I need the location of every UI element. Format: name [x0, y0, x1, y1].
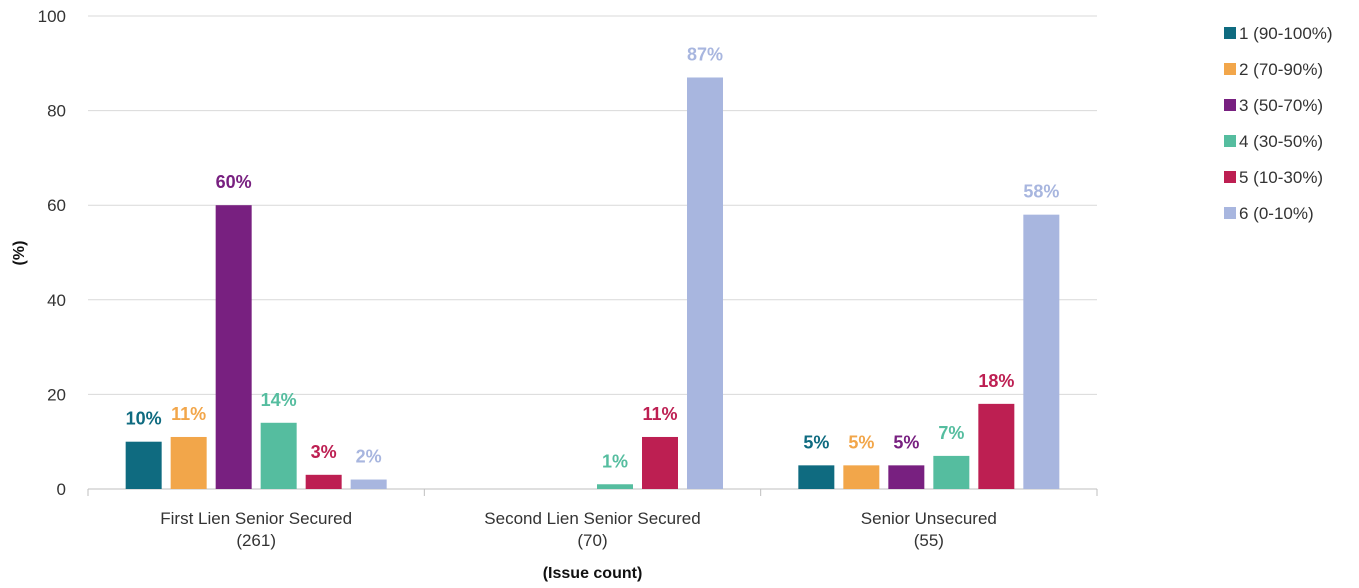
legend-label: 1 (90-100%) — [1239, 24, 1333, 43]
data-label: 3% — [311, 442, 337, 462]
bar — [843, 465, 880, 489]
bar — [125, 441, 162, 489]
legend: 1 (90-100%) 2 (70-90%) 3 (50-70%) 4 (30-50%… — [1224, 24, 1333, 223]
legend-label: 5 (10-30%) — [1239, 168, 1323, 187]
bar — [933, 455, 970, 489]
y-tick-label: 60 — [47, 196, 66, 215]
category-label: (70) — [577, 531, 607, 550]
legend-label: 6 (0-10%) — [1239, 204, 1314, 223]
category-label: (55) — [914, 531, 944, 550]
bar — [170, 436, 207, 489]
category-label: First Lien Senior Secured — [160, 509, 352, 528]
legend-label: 4 (30-50%) — [1239, 132, 1323, 151]
gridlines — [88, 15, 1097, 395]
category-label: (261) — [236, 531, 276, 550]
y-axis-title: (%) — [11, 241, 28, 266]
x-axis-title: (Issue count) — [543, 565, 643, 582]
data-label: 60% — [216, 172, 252, 192]
data-label: 11% — [642, 404, 677, 424]
category-label: Senior Unsecured — [861, 509, 997, 528]
category-label: Second Lien Senior Secured — [484, 509, 700, 528]
bar — [305, 474, 342, 489]
bar — [597, 484, 633, 489]
data-label: 58% — [1023, 182, 1059, 202]
legend-swatch — [1224, 27, 1236, 39]
data-label: 5% — [893, 432, 919, 452]
legend-swatch — [1224, 135, 1236, 147]
bar — [350, 479, 387, 489]
data-label: 5% — [803, 432, 829, 452]
data-label: 2% — [356, 447, 382, 467]
bar — [978, 403, 1015, 489]
data-label: 5% — [848, 432, 874, 452]
bar — [260, 422, 297, 489]
legend-swatch — [1224, 207, 1236, 219]
bar — [798, 465, 835, 489]
legend-label: 2 (70-90%) — [1239, 60, 1323, 79]
y-tick-label: 40 — [47, 291, 66, 310]
y-tick-label: 20 — [47, 385, 66, 404]
bar — [642, 436, 678, 489]
bar — [888, 465, 925, 489]
y-axis-ticks: 0 20 40 60 80 100 — [38, 7, 66, 499]
bar — [1023, 214, 1060, 489]
legend-swatch — [1224, 171, 1236, 183]
data-label: 10% — [126, 409, 162, 429]
bar — [215, 205, 252, 489]
data-label: 1% — [602, 451, 628, 471]
x-axis — [87, 488, 1098, 496]
category-labels: First Lien Senior Secured (261) Second Lie… — [160, 509, 997, 550]
y-tick-label: 0 — [57, 480, 66, 499]
y-tick-label: 100 — [38, 7, 66, 26]
legend-swatch — [1224, 63, 1236, 75]
data-label: 87% — [687, 44, 723, 64]
bars — [125, 77, 1060, 490]
data-label: 14% — [261, 390, 297, 410]
data-label: 7% — [938, 423, 964, 443]
data-labels: 10% 5% 11% 5% 60% 5% 14% 1% 7% 3% 11% 18% 2% 87% 58% — [126, 44, 1060, 471]
legend-label: 3 (50-70%) — [1239, 96, 1323, 115]
bar — [687, 77, 723, 490]
data-label: 11% — [171, 404, 206, 424]
y-tick-label: 80 — [47, 102, 66, 121]
legend-swatch — [1224, 99, 1236, 111]
data-label: 18% — [978, 371, 1014, 391]
